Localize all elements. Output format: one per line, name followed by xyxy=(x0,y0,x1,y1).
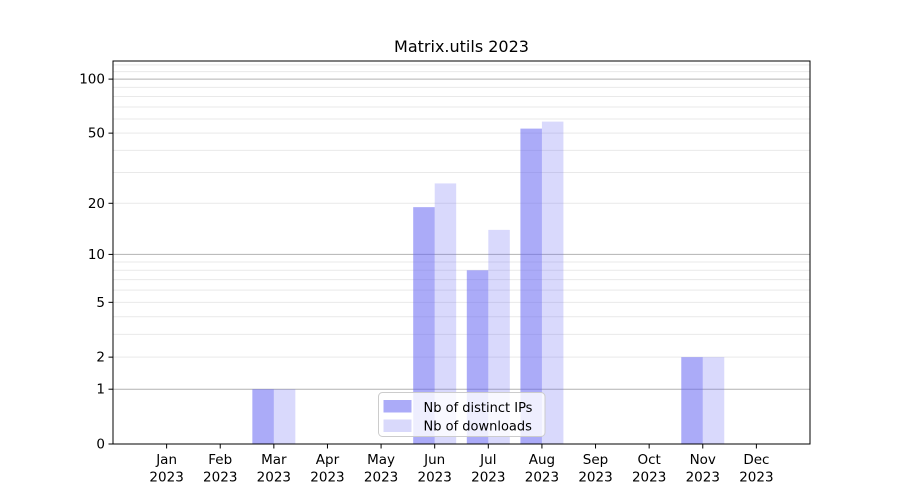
x-tick-label: Nov 2023 xyxy=(686,452,720,486)
bar xyxy=(252,389,274,444)
gridlines xyxy=(113,64,810,390)
bar xyxy=(702,357,725,444)
x-tick-label: Oct 2023 xyxy=(632,452,666,486)
legend-swatch-downloads xyxy=(383,419,412,432)
legend-box xyxy=(378,392,546,437)
plot-border xyxy=(112,60,811,445)
y-tick-label: 1 xyxy=(96,382,105,398)
y-tick-label: 0 xyxy=(96,437,105,453)
y-tick-label: 2 xyxy=(96,350,105,366)
legend-label-downloads: Nb of downloads xyxy=(424,420,533,435)
chart-title: Matrix.utils 2023 xyxy=(394,37,529,56)
bar xyxy=(273,389,296,444)
x-tick-label: Jan 2023 xyxy=(149,452,183,486)
y-tick-label: 20 xyxy=(88,196,105,212)
bar xyxy=(434,183,457,444)
bar xyxy=(413,207,435,444)
x-tick-label: Aug 2023 xyxy=(525,452,559,486)
y-tick-label: 5 xyxy=(96,295,105,311)
bar xyxy=(520,128,542,444)
series-downloads xyxy=(273,121,725,444)
x-tick-label: Dec 2023 xyxy=(739,452,773,486)
bar xyxy=(488,229,510,444)
y-tick-label: 100 xyxy=(79,72,105,88)
bar xyxy=(541,121,564,444)
x-tick-label: Apr 2023 xyxy=(310,452,344,486)
x-tick-label: Feb 2023 xyxy=(203,452,237,486)
x-tick-label: Jul 2023 xyxy=(471,452,505,486)
y-tick-label: 10 xyxy=(88,247,105,263)
bars xyxy=(252,121,725,444)
bar xyxy=(681,357,703,444)
y-tick-label: 50 xyxy=(88,126,105,142)
x-tick-label: Sep 2023 xyxy=(578,452,612,486)
series-distinct-ips xyxy=(252,128,703,444)
legend-label-distinct-ips: Nb of distinct IPs xyxy=(424,401,533,416)
x-tick-label: May 2023 xyxy=(364,452,398,486)
x-tick-label: Mar 2023 xyxy=(257,452,291,486)
x-tick-label: Jun 2023 xyxy=(418,452,452,486)
legend: Nb of distinct IPs Nb of downloads xyxy=(378,392,546,437)
legend-swatch-distinct-ips xyxy=(383,400,412,413)
